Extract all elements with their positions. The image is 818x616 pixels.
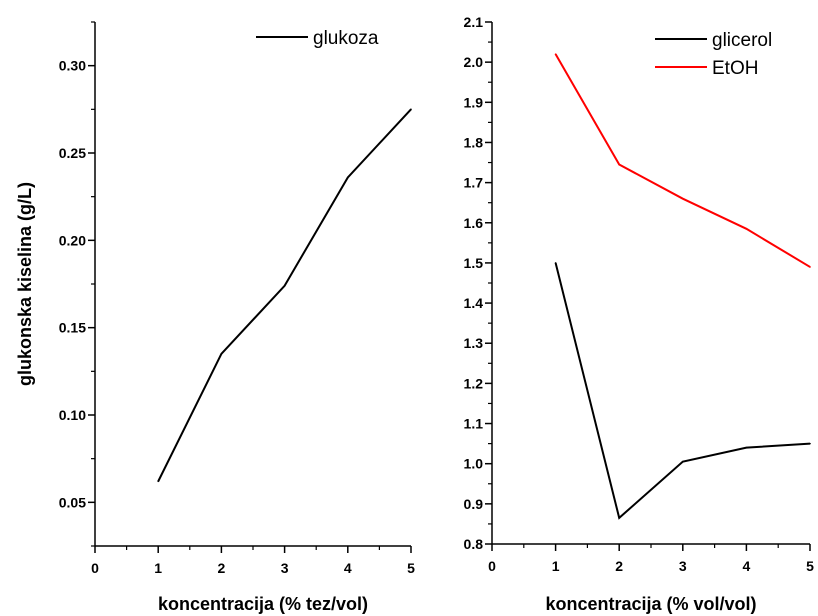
- y-tick-label: 2.0: [464, 54, 484, 70]
- data-point-glukoza: [410, 108, 412, 111]
- y-tick-label: 0.9: [464, 496, 484, 512]
- x-tick-label: 5: [806, 558, 814, 574]
- y-axis-label: glukonska kiselina (g/L): [15, 182, 35, 386]
- series-line-EtOH: [554, 53, 811, 268]
- right-panel: 0 1 2 3 4 5 0.8 0.9 1.0 1.1 1.2 1.3 1.4 1.5 1.6 1.7 1.8 1…: [464, 14, 815, 614]
- y-tick-label: 1.4: [464, 295, 484, 311]
- data-point-glicerol: [809, 442, 811, 445]
- data-point-glicerol: [618, 517, 620, 519]
- y-tick-label: 1.9: [464, 94, 484, 110]
- y-tick-label: 1.8: [464, 134, 484, 150]
- data-point-EtOH: [745, 227, 748, 230]
- x-axis-label: koncentracija (% vol/vol): [545, 594, 756, 614]
- series-line-glicerol: [554, 262, 811, 520]
- legend-label-EtOH: EtOH: [712, 58, 758, 79]
- x-tick-label: 1: [154, 560, 162, 576]
- data-point-EtOH: [554, 53, 557, 55]
- x-tick-label: 5: [407, 560, 415, 576]
- series-line-glukoza: [157, 108, 412, 482]
- data-point-glukoza: [347, 176, 349, 179]
- data-point-glukoza: [220, 353, 223, 355]
- y-tick-label: 0.05: [59, 494, 86, 510]
- y-tick-label: 1.6: [464, 215, 484, 231]
- x-tick-label: 3: [281, 560, 289, 576]
- y-tick-label: 1.1: [464, 416, 484, 432]
- legend-label-glicerol: glicerol: [712, 30, 772, 51]
- data-point-glicerol: [554, 262, 557, 264]
- y-tick-label: 1.7: [464, 175, 484, 191]
- y-tick-label: 1.2: [464, 375, 484, 391]
- data-point-glicerol: [682, 460, 684, 463]
- y-tick-label: 1.0: [464, 456, 484, 472]
- left-panel: 0 1 2 3 4 5 0.05 0.10 0.15 0.20 0.25 0.30 koncentrac…: [15, 21, 415, 614]
- data-point-EtOH: [682, 197, 684, 200]
- y-tick-label: 0.10: [59, 407, 86, 423]
- data-point-glicerol: [745, 446, 748, 449]
- y-tick-label: 1.5: [464, 255, 484, 271]
- y-tick-label: 0.15: [59, 320, 86, 336]
- y-tick-label: 2.1: [464, 14, 484, 30]
- legend-label-glukoza: glukoza: [313, 28, 379, 49]
- y-tick-label: 0.8: [464, 536, 484, 552]
- data-point-EtOH: [618, 163, 620, 166]
- y-tick-label: 0.20: [59, 232, 86, 248]
- y-tick-label: 1.3: [464, 335, 484, 351]
- x-tick-label: 4: [344, 560, 352, 576]
- x-tick-label: 0: [488, 558, 496, 574]
- x-tick-label: 4: [743, 558, 751, 574]
- x-tick-label: 1: [552, 558, 560, 574]
- x-tick-label: 3: [679, 558, 687, 574]
- y-tick-label: 0.30: [59, 58, 86, 74]
- data-point-glukoza: [157, 480, 159, 483]
- x-tick-label: 2: [218, 560, 226, 576]
- data-point-EtOH: [809, 266, 811, 268]
- x-tick-label: 0: [91, 560, 99, 576]
- x-axis-label: koncentracija (% tez/vol): [158, 594, 368, 614]
- y-tick-label: 0.25: [59, 145, 86, 161]
- data-point-glukoza: [283, 284, 286, 287]
- x-tick-label: 2: [615, 558, 623, 574]
